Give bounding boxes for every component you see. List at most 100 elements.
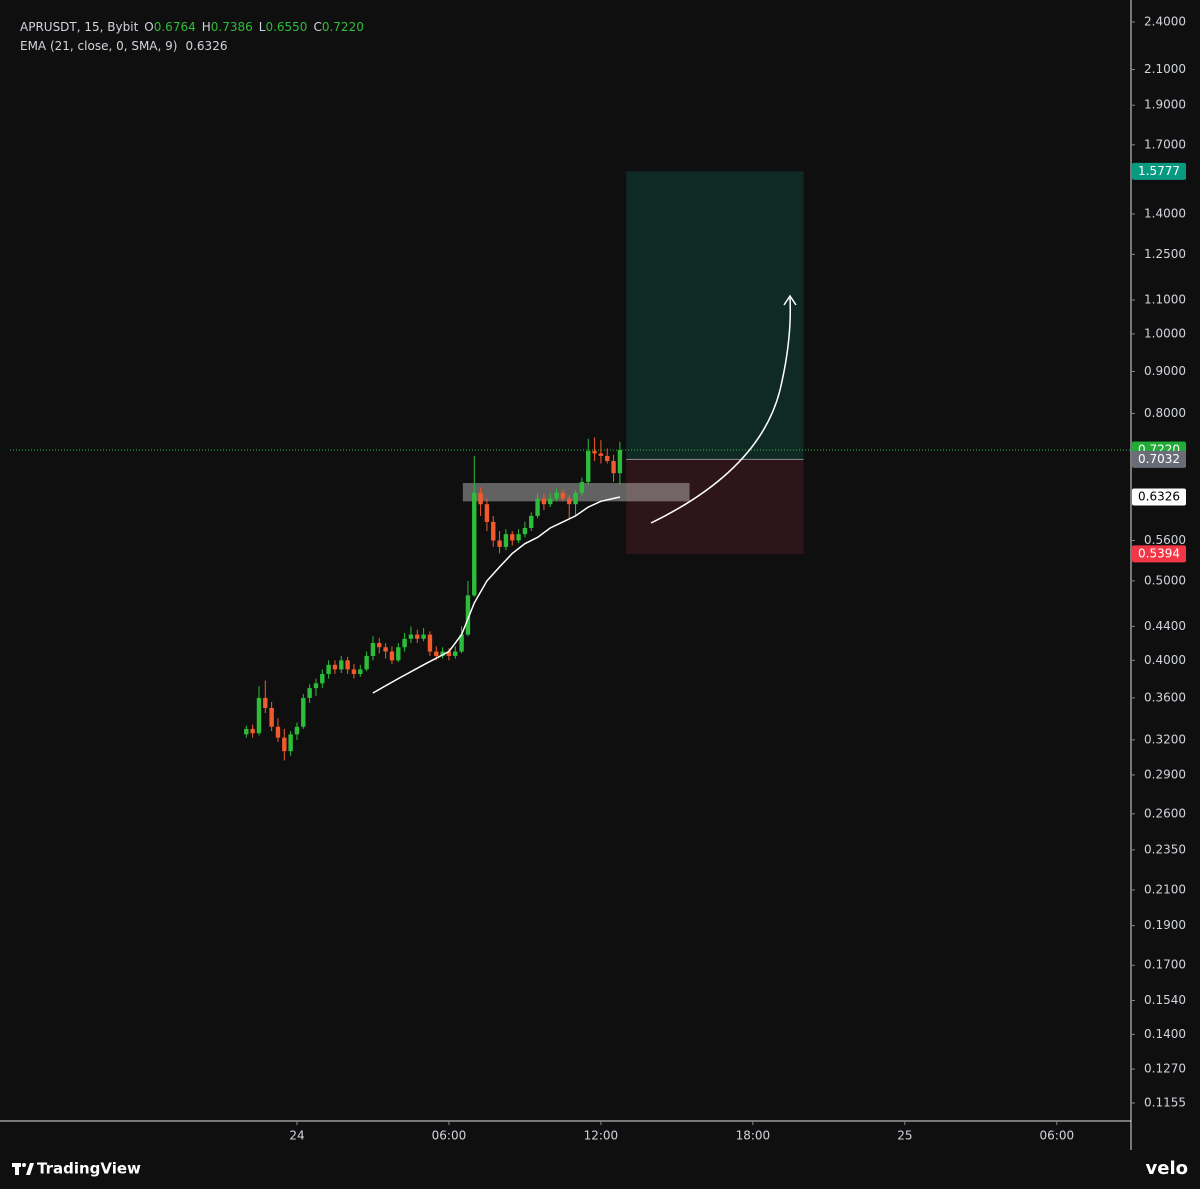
candle-body	[345, 660, 350, 670]
candle-body	[440, 651, 445, 656]
logo-part	[26, 1163, 34, 1175]
supply-zone	[462, 483, 690, 502]
candle-body	[402, 638, 407, 648]
x-tick-label: 06:00	[1040, 1129, 1075, 1143]
x-tick-label: 25	[897, 1129, 912, 1143]
legend-value: 0.7220	[322, 20, 364, 34]
candle-body	[396, 647, 401, 661]
price-badge	[1132, 450, 1186, 468]
candle-body	[478, 492, 483, 505]
indicator-line: EMA (21, close, 0, SMA, 9) 0.6326	[20, 39, 227, 53]
candle-body	[377, 642, 382, 648]
price-badge	[1132, 162, 1186, 180]
x-tick-label: 06:00	[432, 1129, 467, 1143]
logo-part	[15, 1163, 19, 1175]
candle-body	[370, 642, 376, 656]
y-tick-label: 0.5600	[1144, 533, 1186, 547]
legend-value: 0.6550	[265, 20, 307, 34]
brand: TradingView	[37, 1160, 141, 1178]
x-tick-label: 12:00	[584, 1129, 619, 1143]
y-tick-label: 2.1000	[1144, 62, 1186, 76]
candle-body	[503, 534, 509, 547]
candle-body	[605, 455, 610, 461]
candle-body	[522, 527, 528, 535]
candle-body	[573, 492, 578, 505]
candle-body	[294, 726, 300, 735]
x-tick-label: 18:00	[736, 1129, 771, 1143]
candle-body	[446, 651, 452, 656]
price-badge-label: 1.5777	[1138, 164, 1180, 178]
source: velo	[1146, 1158, 1188, 1179]
arrow-head	[783, 294, 797, 306]
candle-body	[617, 449, 623, 474]
price-badge-label: 0.5394	[1138, 546, 1180, 560]
price-badge	[1132, 545, 1186, 563]
candle-body	[415, 634, 420, 639]
legend-line: APRUSDT, 15, Bybit O0.6764 H0.7386 L0.6550 C…	[20, 20, 364, 34]
candle-body	[389, 651, 395, 661]
stop-zone	[626, 459, 804, 554]
y-tick-label: 0.2900	[1144, 767, 1186, 781]
y-tick-label: 0.1700	[1144, 958, 1186, 972]
candle-body	[307, 688, 312, 698]
y-tick-label: 0.2600	[1144, 806, 1186, 820]
candle-body	[364, 655, 369, 670]
candle-body	[465, 595, 471, 635]
legend-key: L	[259, 20, 266, 34]
candle-body	[560, 492, 566, 499]
candle-body	[453, 651, 458, 656]
candle-body	[256, 697, 262, 734]
candle-body	[541, 498, 547, 505]
candle-body	[358, 669, 363, 674]
candle-body	[275, 726, 281, 738]
y-tick-label: 1.0000	[1144, 326, 1186, 340]
legend-value: 0.7386	[211, 20, 253, 34]
candle-body	[535, 498, 540, 516]
logo-part	[22, 1163, 26, 1167]
candle-body	[383, 647, 388, 652]
price-badge-label: 0.6326	[1138, 490, 1180, 504]
candle-body	[611, 460, 616, 474]
candle-body	[484, 504, 490, 522]
candle-body	[288, 734, 293, 752]
candle-body	[250, 728, 255, 734]
tv-logo	[12, 1163, 34, 1175]
y-tick-label: 0.3200	[1144, 732, 1186, 746]
legend-key: C	[313, 20, 321, 34]
candle-body	[282, 737, 287, 752]
y-tick-label: 1.7000	[1144, 137, 1186, 151]
candle-body	[516, 534, 521, 541]
legend-key: O	[144, 20, 153, 34]
candle-body	[351, 669, 357, 674]
arrow-curve	[650, 297, 792, 524]
candle-body	[263, 697, 268, 708]
y-tick-label: 0.1270	[1144, 1062, 1186, 1076]
indicator-value: 0.6326	[185, 39, 227, 53]
x-tick-label: 24	[289, 1129, 304, 1143]
candle-body	[529, 515, 534, 528]
y-tick-label: 0.1400	[1144, 1027, 1186, 1041]
y-tick-label: 0.4000	[1144, 653, 1186, 667]
y-tick-label: 0.2100	[1144, 882, 1186, 896]
y-tick-label: 0.1155	[1144, 1095, 1186, 1109]
candle-body	[244, 728, 249, 735]
y-tick-label: 1.4000	[1144, 207, 1186, 221]
price-badge-label: 0.7032	[1138, 452, 1180, 466]
plot-area	[10, 171, 1130, 761]
y-tick-label: 1.1000	[1144, 292, 1186, 306]
candle-body	[459, 634, 464, 652]
y-tick-label: 0.2350	[1144, 842, 1186, 856]
candle-body	[326, 664, 331, 674]
candle-body	[313, 683, 319, 689]
candle-body	[427, 634, 433, 652]
price-badge	[1132, 488, 1186, 506]
candle-body	[434, 651, 439, 656]
symbol: APRUSDT, 15, Bybit	[20, 20, 139, 34]
legend-value: 0.6764	[154, 20, 196, 34]
candle-body	[332, 664, 338, 670]
candle-body	[586, 450, 591, 482]
candle-body	[320, 673, 325, 684]
candle-body	[339, 660, 344, 670]
candle-body	[510, 534, 515, 541]
